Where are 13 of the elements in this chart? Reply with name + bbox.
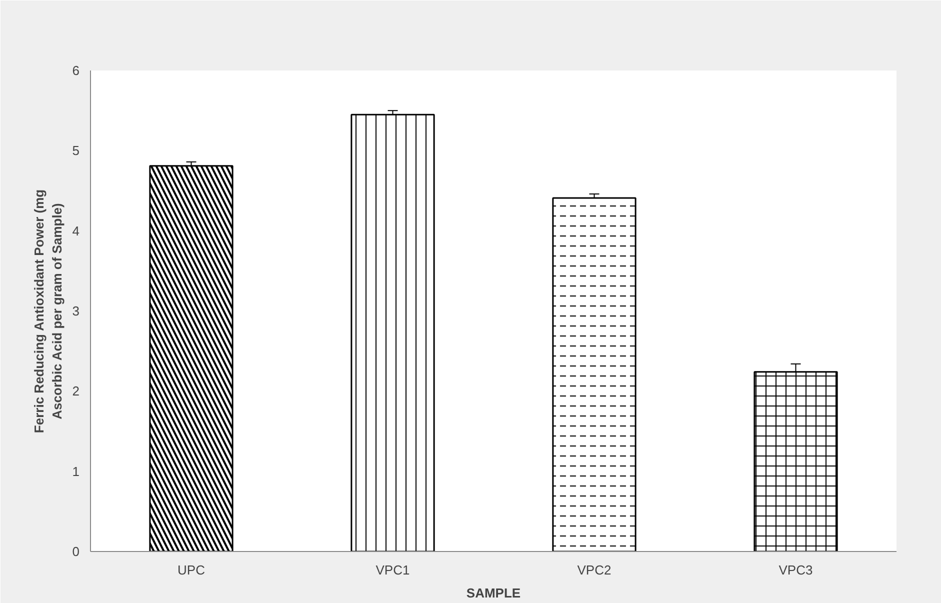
y-tick-label: 5 [72,143,80,158]
y-tick-label: 4 [72,223,80,238]
y-tick-label: 3 [72,304,80,318]
y-axis-title: Ferric Reducing Antioxidant Power (mg Ascorbic Acid per gram of Sample) [31,189,64,434]
x-tick-label: VPC2 [577,562,612,578]
x-tick-label: UPC [178,562,205,578]
y-tick-label: 6 [72,63,80,78]
x-tick-label: VPC1 [376,562,410,578]
y-tick-label: 2 [72,384,80,399]
y-tick-label: 0 [72,544,80,559]
x-axis-title: SAMPLE [466,586,521,600]
y-tick-label: 1 [72,464,80,479]
x-tick-label: VPC3 [778,562,813,578]
